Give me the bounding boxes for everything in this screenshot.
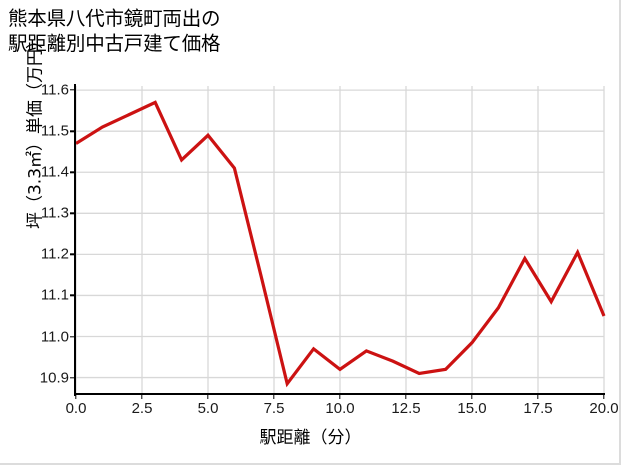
x-tick-mark bbox=[75, 395, 77, 399]
y-tick-mark bbox=[70, 376, 74, 379]
y-tick-mark bbox=[70, 212, 74, 214]
plot-svg bbox=[75, 86, 606, 394]
y-tick-mark bbox=[70, 294, 74, 297]
y-tick-label: 11.3 bbox=[40, 204, 69, 222]
plot-area bbox=[75, 86, 606, 394]
y-tick-label: 11.1 bbox=[40, 286, 69, 304]
y-axis-tick-labels: 10.9 11.0 11.1 11.2 11.3 11.4 11.5 11.6 bbox=[0, 0, 69, 463]
x-tick-label: 2.5 bbox=[131, 400, 153, 417]
y-tick-label: 11.6 bbox=[40, 81, 69, 99]
x-tick-mark bbox=[141, 395, 143, 399]
y-tick-mark bbox=[70, 253, 74, 256]
x-tick-mark bbox=[207, 395, 209, 399]
y-tick-mark bbox=[70, 171, 74, 173]
chart-title: 熊本県八代市鏡町両出の 駅距離別中古戸建て価格 bbox=[8, 7, 221, 55]
x-tick-label: 5.0 bbox=[197, 400, 219, 417]
y-tick-label: 10.9 bbox=[39, 369, 69, 387]
x-tick-mark bbox=[603, 395, 605, 399]
x-tick-label: 20.0 bbox=[589, 400, 619, 417]
x-tick-mark bbox=[471, 395, 473, 399]
y-axis-spine bbox=[74, 84, 77, 396]
y-tick-label: 11.4 bbox=[40, 163, 69, 181]
x-tick-label: 17.5 bbox=[523, 400, 553, 417]
y-tick-mark bbox=[70, 89, 74, 91]
y-tick-label: 11.2 bbox=[40, 245, 69, 263]
x-tick-label: 10.0 bbox=[325, 400, 355, 417]
x-tick-label: 0.0 bbox=[65, 400, 87, 417]
data-line-group bbox=[75, 100, 606, 388]
x-tick-mark bbox=[273, 395, 275, 399]
y-tick-label: 11.0 bbox=[40, 328, 69, 345]
x-axis-label: 駅距離（分） bbox=[259, 428, 362, 448]
y-tick-mark bbox=[70, 130, 74, 132]
x-tick-label: 7.5 bbox=[263, 400, 285, 417]
y-axis-label: 坪（3.3㎡）単価（万円） bbox=[25, 31, 46, 230]
x-tick-label: 12.5 bbox=[391, 400, 421, 417]
y-tick-label: 11.5 bbox=[40, 122, 69, 140]
series-line-坪単価 bbox=[75, 100, 606, 388]
x-axis-tick-labels: 0.0 2.5 5.0 7.5 10.0 12.5 15.0 17.5 20.0 bbox=[0, 400, 619, 424]
x-tick-mark bbox=[339, 395, 341, 399]
grid-lines bbox=[75, 86, 605, 394]
x-tick-mark bbox=[405, 395, 407, 399]
x-axis-spine bbox=[74, 393, 605, 396]
x-tick-mark bbox=[537, 395, 539, 399]
x-tick-label: 15.0 bbox=[457, 400, 487, 417]
y-tick-mark bbox=[70, 335, 74, 338]
